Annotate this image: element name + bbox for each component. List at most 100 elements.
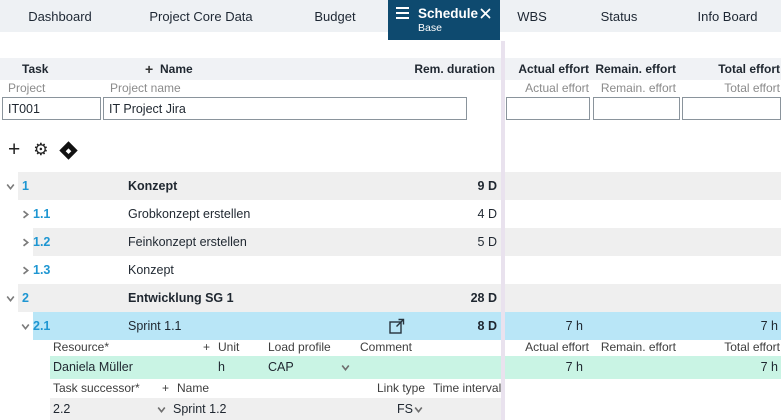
column-header-task[interactable]: Task [22, 62, 49, 76]
tab-project-core-data[interactable]: Project Core Data [149, 8, 253, 24]
task-name: Entwicklung SG 1 [128, 291, 234, 305]
link-type-dropdown-icon[interactable] [413, 398, 424, 420]
pane-splitter[interactable] [501, 41, 505, 420]
remain-effort-input[interactable] [593, 97, 680, 120]
successor-row-background [50, 398, 505, 420]
hamburger-menu-icon[interactable] [396, 7, 409, 19]
task-number: 2.1 [33, 319, 51, 333]
tab-bar: Dashboard Project Core Data Budget Sched… [0, 0, 781, 40]
chevron-down-icon[interactable] [20, 312, 31, 340]
filter-label-total-effort: Total effort [724, 81, 780, 95]
resource-header-label[interactable]: Resource* [53, 340, 110, 354]
tab-status[interactable]: Status [600, 8, 638, 24]
tab-schedule-top: Schedule [396, 6, 492, 21]
successor-row[interactable]: 2.2 Sprint 1.2 FS [0, 398, 781, 420]
resource-header-actual-effort[interactable]: Actual effort [525, 340, 589, 354]
resource-name: Daniela Müller [53, 360, 133, 374]
add-successor-column-icon[interactable]: + [162, 381, 170, 395]
resource-unit: h [218, 360, 225, 374]
column-header-name[interactable]: Name [160, 62, 193, 76]
tab-wbs[interactable]: WBS [517, 8, 547, 24]
task-rem-duration: 9 D [477, 179, 497, 193]
filter-label-remain-effort: Remain. effort [600, 81, 676, 95]
row-background [18, 284, 781, 312]
task-rem-duration: 28 D [470, 291, 497, 305]
task-number: 1.2 [33, 235, 51, 249]
successor-task-number: 2.2 [53, 402, 71, 416]
resource-header-total-effort[interactable]: Total effort [724, 340, 780, 354]
resource-row[interactable]: Daniela Müller h CAP 7 h 7 h [0, 356, 781, 379]
add-task-icon[interactable]: + [8, 138, 21, 161]
task-number: 2 [22, 291, 29, 305]
tab-schedule-active[interactable]: Schedule Base [388, 0, 500, 40]
resource-total-effort: 7 h [760, 360, 778, 374]
toolbar: + ⚙ [8, 137, 78, 163]
task-number: 1.1 [33, 207, 51, 221]
actual-effort-input[interactable] [506, 97, 590, 120]
column-header-actual-effort[interactable]: Actual effort [518, 62, 589, 76]
tab-dashboard[interactable]: Dashboard [28, 8, 92, 24]
project-name-input[interactable] [103, 97, 467, 120]
task-name: Konzept [128, 263, 174, 277]
task-total-effort: 7 h [760, 319, 778, 333]
task-name: Sprint 1.1 [128, 319, 182, 333]
task-row-2[interactable]: 2 Entwicklung SG 1 28 D [0, 284, 781, 312]
task-rem-duration: 4 D [477, 207, 497, 221]
row-background [18, 172, 781, 200]
tab-schedule-sublabel: Base [418, 21, 442, 34]
load-profile-dropdown-icon[interactable] [340, 356, 351, 379]
successor-header-name[interactable]: Name [177, 381, 210, 395]
task-number: 1.3 [33, 263, 51, 277]
task-row-2-1-selected[interactable]: 2.1 Sprint 1.1 8 D 7 h 7 h [0, 312, 781, 340]
chevron-down-icon[interactable] [5, 284, 16, 312]
successor-header-time-interval[interactable]: Time interval [433, 381, 502, 395]
tab-info-board[interactable]: Info Board [697, 8, 758, 24]
task-name: Feinkonzept erstellen [128, 235, 247, 249]
successor-link-type: FS [397, 402, 413, 416]
filter-label-project: Project [8, 81, 46, 95]
project-id-input[interactable] [2, 97, 101, 120]
chevron-right-icon[interactable] [20, 228, 31, 256]
chevron-right-icon[interactable] [20, 256, 31, 284]
task-row-1-1[interactable]: 1.1 Grobkonzept erstellen 4 D [0, 200, 781, 228]
filter-label-actual-effort: Actual effort [525, 81, 589, 95]
task-rem-duration: 5 D [477, 235, 497, 249]
successor-dropdown-icon[interactable] [156, 398, 167, 420]
add-resource-column-icon[interactable]: + [203, 340, 211, 354]
column-header-rem-duration[interactable]: Rem. duration [414, 62, 495, 76]
resource-load-profile: CAP [268, 360, 294, 374]
filter-label-project-name: Project name [110, 81, 181, 95]
gear-icon[interactable]: ⚙ [33, 140, 49, 159]
column-header-remain-effort[interactable]: Remain. effort [595, 62, 676, 76]
table-header-band [0, 58, 781, 80]
chevron-down-icon[interactable] [5, 172, 16, 200]
task-rem-duration: 8 D [477, 319, 497, 333]
successor-task-name: Sprint 1.2 [173, 402, 227, 416]
resource-header-remain-effort[interactable]: Remain. effort [600, 340, 676, 354]
task-number: 1 [22, 179, 29, 193]
tab-budget[interactable]: Budget [314, 8, 356, 24]
resource-header-row: Resource* + Unit Load profile Comment Ac… [0, 339, 781, 356]
open-task-external-link-icon[interactable] [388, 317, 406, 345]
row-background [33, 228, 781, 256]
task-row-1-3[interactable]: 1.3 Konzept [0, 256, 781, 284]
tab-schedule-label: Schedule [418, 5, 479, 21]
resource-actual-effort: 7 h [565, 360, 583, 374]
total-effort-input[interactable] [682, 97, 781, 120]
task-actual-effort: 7 h [565, 319, 583, 333]
resource-header-comment[interactable]: Comment [360, 340, 413, 354]
task-name: Grobkonzept erstellen [128, 207, 251, 221]
column-header-total-effort[interactable]: Total effort [718, 62, 780, 76]
chevron-right-icon[interactable] [20, 200, 31, 228]
row-background-selected [33, 312, 781, 340]
resource-header-load-profile[interactable]: Load profile [268, 340, 331, 354]
task-row-1-2[interactable]: 1.2 Feinkonzept erstellen 5 D [0, 228, 781, 256]
close-icon[interactable] [478, 6, 492, 20]
resource-header-unit[interactable]: Unit [218, 340, 240, 354]
add-column-icon[interactable]: + [145, 61, 154, 77]
diamond-milestone-icon[interactable] [58, 140, 78, 160]
task-row-1[interactable]: 1 Konzept 9 D [0, 172, 781, 200]
successor-header-link-type[interactable]: Link type [377, 381, 426, 395]
successor-header-label[interactable]: Task successor* [53, 381, 140, 395]
